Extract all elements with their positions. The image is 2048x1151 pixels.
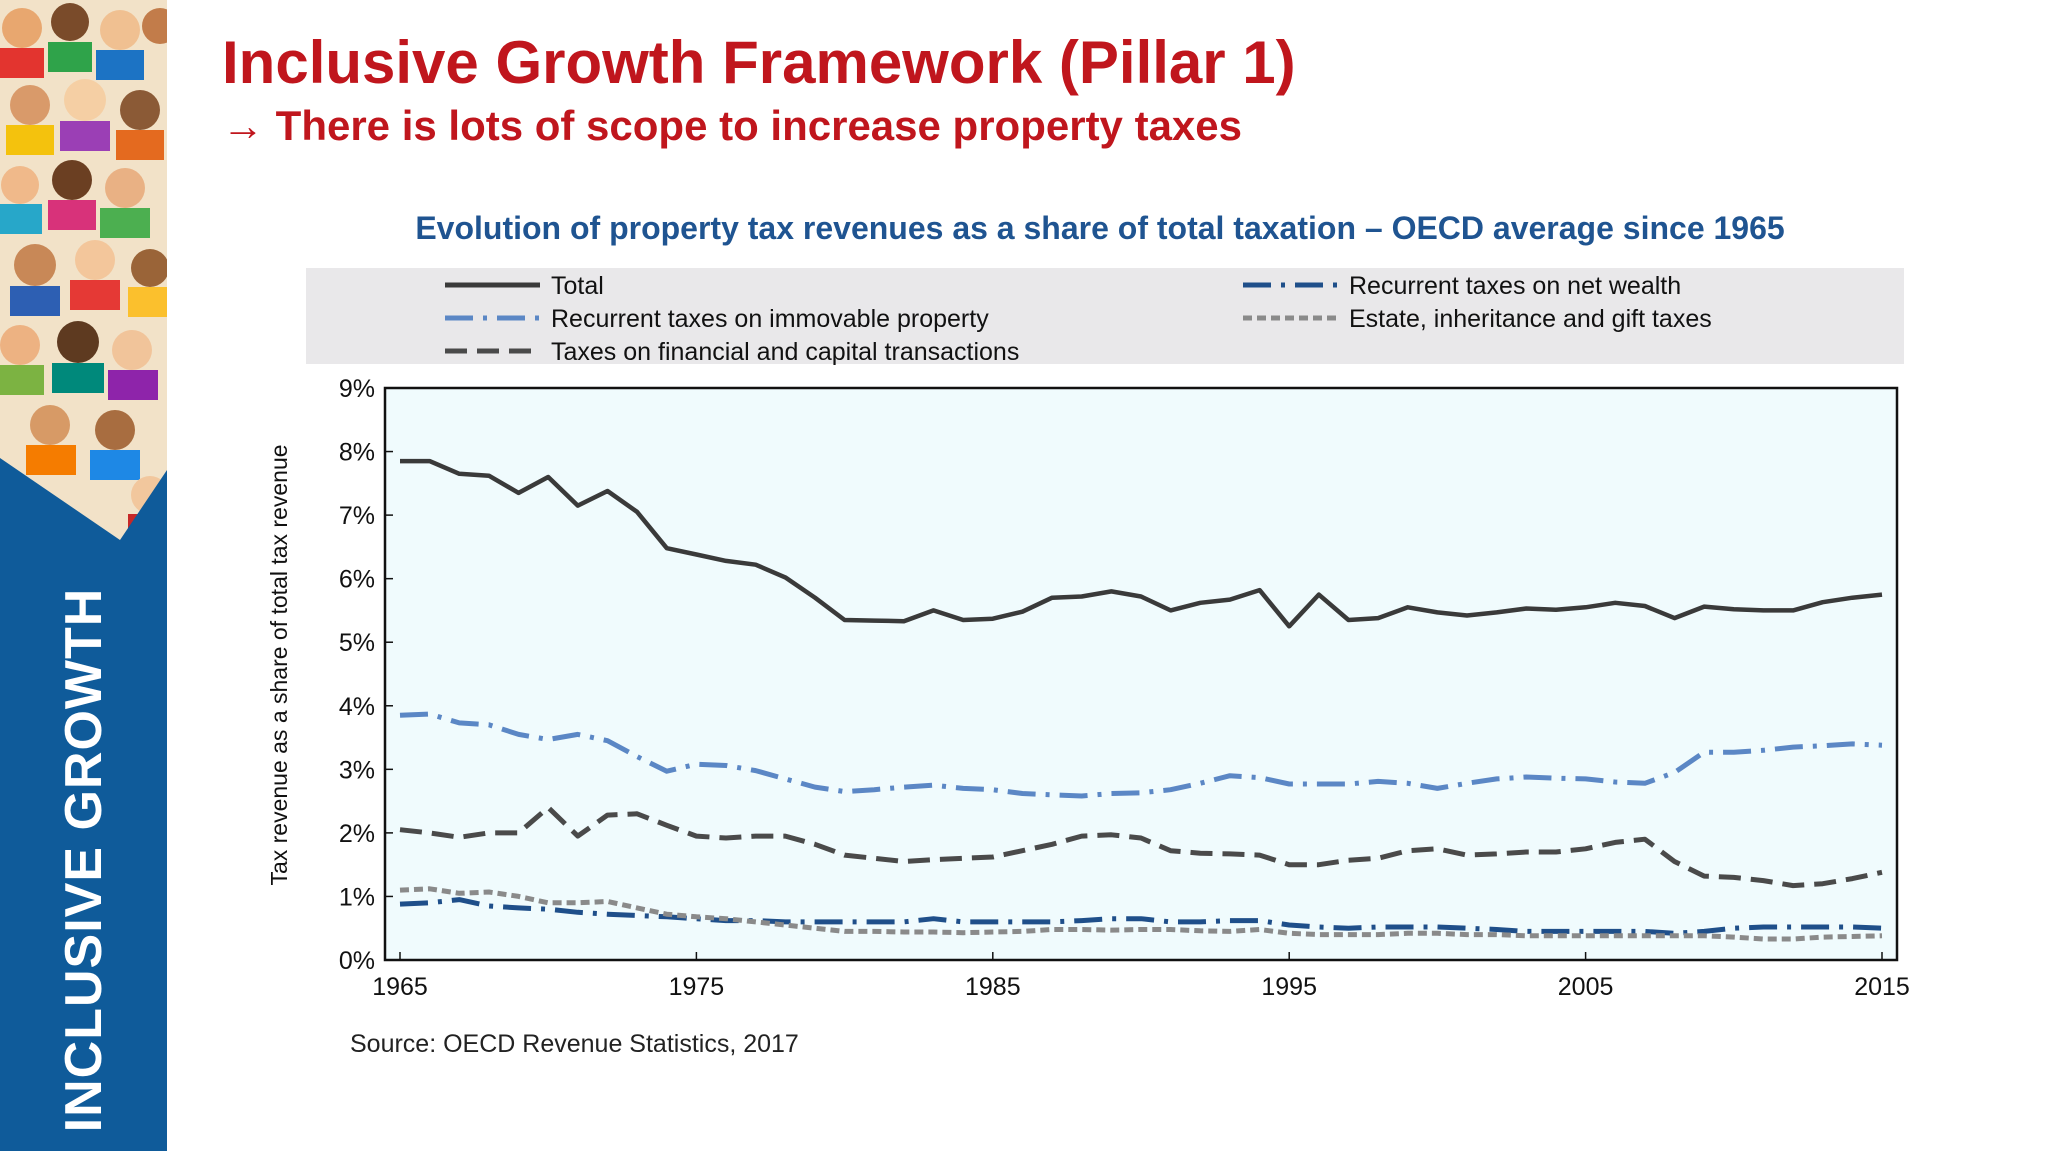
series-line-2: [399, 711, 1883, 799]
x-tick-label: 1965: [372, 973, 428, 1001]
y-tick-label: 1%: [339, 883, 375, 911]
slide-subtitle: → There is lots of scope to increase pro…: [222, 102, 1242, 149]
x-tick-label: 2005: [1558, 973, 1614, 1001]
series-line-1: [400, 458, 1883, 629]
legend-label-5: Estate, inheritance and gift taxes: [1349, 305, 1712, 333]
legend-label-2: Recurrent taxes on immovable property: [551, 305, 989, 333]
x-tick-label: 1985: [965, 973, 1021, 1001]
slide-title: Inclusive Growth Framework (Pillar 1): [222, 29, 1296, 96]
y-tick-label: 3%: [339, 756, 375, 784]
source-note: Source: OECD Revenue Statistics, 2017: [350, 1030, 799, 1058]
series-line-5: [399, 886, 1883, 942]
x-tick-label: 1975: [669, 973, 725, 1001]
legend-box: [306, 268, 1904, 364]
legend-label-1: Total: [551, 272, 604, 300]
legend-label-4: Recurrent taxes on net wealth: [1349, 272, 1681, 300]
series-lines: [399, 458, 1883, 942]
y-tick-label: 5%: [339, 629, 375, 657]
y-tick-label: 8%: [339, 439, 375, 467]
x-tick-label: 1995: [1261, 973, 1317, 1001]
axis-ticks: 0% 1% 2% 3% 4% 5% 6% 7% 8% 9% 1965 1975 1985 1995 2005…: [339, 375, 1910, 1001]
y-tick-label: 9%: [339, 375, 375, 403]
y-tick-label: 2%: [339, 820, 375, 848]
y-tick-label: 4%: [339, 693, 375, 721]
sidebar-banner: INCLUSIVE GROWTH: [0, 0, 167, 1151]
chart-title: Evolution of property tax revenues as a …: [415, 210, 1785, 246]
legend: Total Recurrent taxes on immovable proper…: [445, 272, 1712, 366]
y-axis-label: Tax revenue as a share of total tax reve…: [266, 444, 292, 885]
x-tick-label: 2015: [1854, 973, 1910, 1001]
y-tick-label: 7%: [339, 502, 375, 530]
series-line-4: [399, 897, 1883, 936]
crowd-illustration: [0, 0, 167, 540]
plot-area: [383, 386, 1899, 962]
y-tick-label: 6%: [339, 566, 375, 594]
legend-label-3: Taxes on financial and capital transacti…: [551, 338, 1019, 366]
y-tick-label: 0%: [339, 947, 375, 975]
series-line-3: [399, 805, 1883, 889]
